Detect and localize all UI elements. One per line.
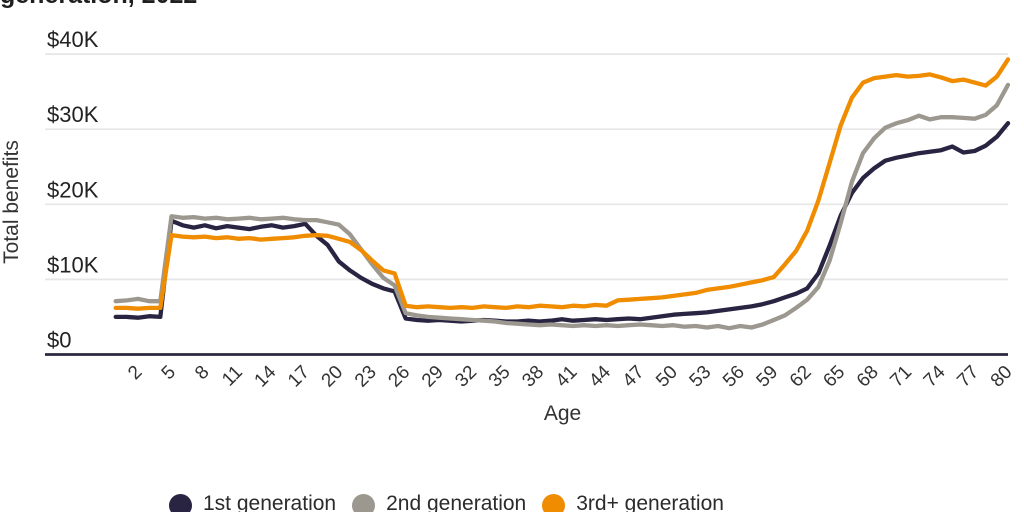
x-tick-label: 26 bbox=[384, 362, 414, 392]
series-line-1st-generation bbox=[113, 121, 1011, 324]
x-tick-label: 11 bbox=[218, 362, 247, 391]
x-axis-title: Age bbox=[543, 402, 582, 425]
x-tick-label: 74 bbox=[920, 361, 950, 391]
series-line-3rd-generation bbox=[113, 57, 1011, 311]
x-tick-label: 23 bbox=[351, 362, 381, 392]
x-tick-label: 68 bbox=[853, 362, 883, 392]
x-tick-label: 8 bbox=[191, 362, 213, 384]
x-tick-label: 5 bbox=[158, 362, 180, 384]
x-tick-label: 65 bbox=[819, 362, 849, 392]
x-tick-label: 71 bbox=[886, 362, 916, 392]
legend-item-3rd-generation: 3rd+ generation bbox=[542, 492, 724, 512]
x-tick-label: 14 bbox=[251, 361, 281, 391]
y-tick-label: $20K bbox=[47, 177, 99, 202]
legend-item-1st-generation: 1st generation bbox=[169, 492, 336, 512]
x-tick-label: 77 bbox=[953, 362, 983, 392]
legend-dot bbox=[169, 494, 192, 512]
legend: 1st generation 2nd generation 3rd+ generat… bbox=[169, 492, 740, 512]
x-tick-label: 20 bbox=[318, 362, 348, 392]
x-tick-label: 32 bbox=[451, 362, 481, 392]
x-tick-label: 35 bbox=[485, 362, 515, 392]
legend-item-2nd-generation: 2nd generation bbox=[352, 492, 526, 512]
x-tick-label: 17 bbox=[284, 362, 314, 392]
x-tick-label: 59 bbox=[753, 362, 783, 392]
x-tick-label: 80 bbox=[987, 362, 1017, 392]
x-tick-label: 62 bbox=[786, 362, 816, 392]
chart-title: generation, 2022 bbox=[0, 0, 197, 8]
y-tick-label: $0 bbox=[47, 328, 71, 353]
x-tick-label: 44 bbox=[585, 361, 615, 391]
x-tick-label: 56 bbox=[719, 362, 749, 392]
x-tick-label: 38 bbox=[518, 362, 548, 392]
legend-dot bbox=[352, 494, 376, 512]
line-chart: $0 $10K $20K $30K $40K 2 5 8 11 14 17 20 23 26 29 32 35 3… bbox=[45, 27, 1017, 392]
x-tick-label: 29 bbox=[418, 362, 448, 392]
x-tick-label: 2 bbox=[124, 362, 146, 384]
legend-label: 3rd+ generation bbox=[576, 492, 724, 512]
legend-label: 2nd generation bbox=[386, 492, 527, 512]
y-tick-label: $40K bbox=[47, 27, 99, 52]
x-tick-label: 47 bbox=[619, 362, 649, 392]
y-tick-label: $30K bbox=[47, 102, 99, 127]
legend-label: 1st generation bbox=[203, 492, 337, 512]
y-tick-label: $10K bbox=[47, 252, 99, 277]
series-line-2nd-generation bbox=[113, 82, 1011, 331]
legend-dot bbox=[542, 494, 566, 512]
x-tick-label: 50 bbox=[652, 362, 682, 392]
x-tick-label: 53 bbox=[686, 362, 716, 392]
x-tick-label: 41 bbox=[552, 362, 582, 392]
